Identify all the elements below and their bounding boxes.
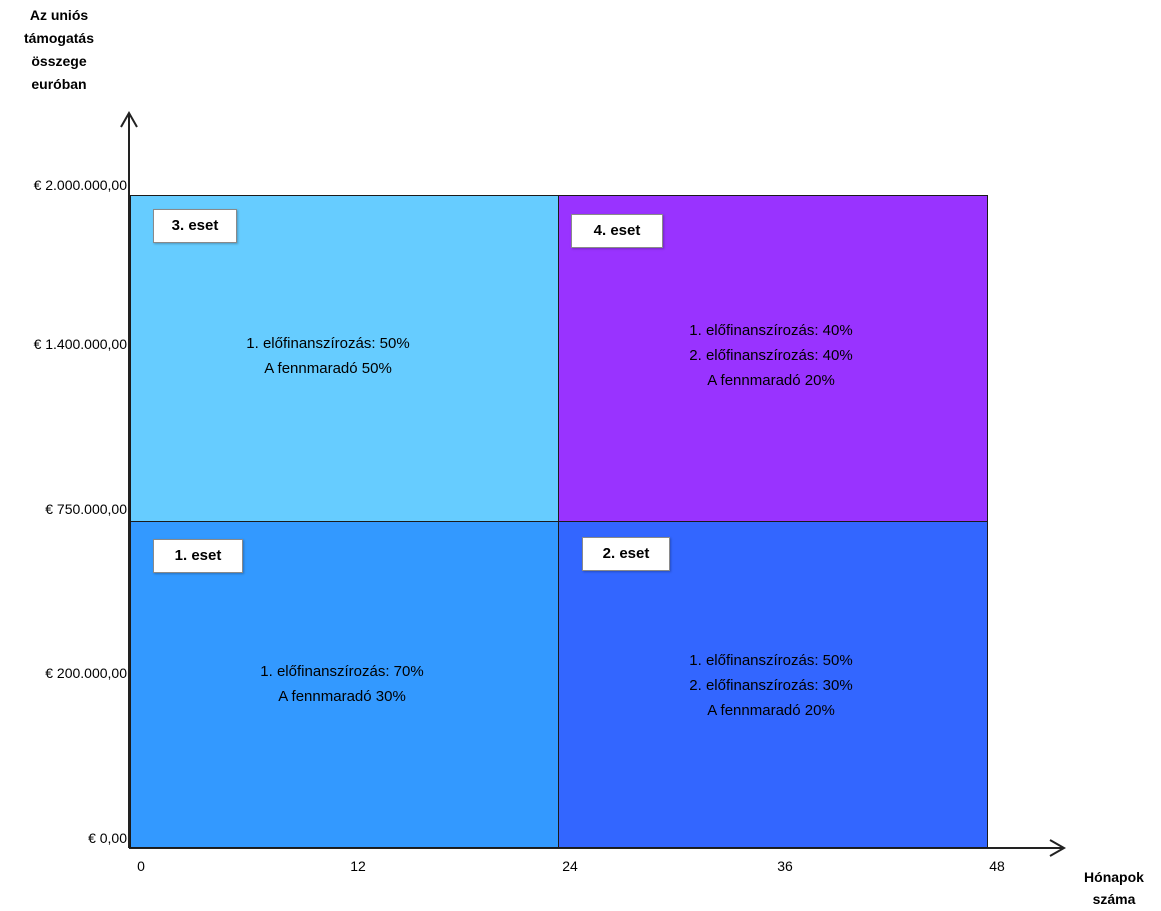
case-1-line: A fennmaradó 30% <box>278 688 406 705</box>
y-axis-title-line: euróban <box>31 76 87 92</box>
x-tick-label: 12 <box>350 858 366 874</box>
case-1-label: 1. eset <box>153 539 243 573</box>
case-4-line: 2. előfinanszírozás: 40% <box>689 347 853 364</box>
x-tick-label: 24 <box>562 858 578 874</box>
x-axis-title-line: száma <box>1092 891 1136 907</box>
case-3-line: A fennmaradó 50% <box>264 360 392 377</box>
case-2-line: 1. előfinanszírozás: 50% <box>689 652 853 669</box>
x-axis-title-line: Hónapok <box>1084 869 1144 885</box>
case-2-label: 2. eset <box>582 537 670 571</box>
y-axis-title-line: összege <box>31 53 87 69</box>
case-2-line: 2. előfinanszírozás: 30% <box>689 677 853 694</box>
y-tick-label: € 2.000.000,00 <box>33 177 127 193</box>
case-3-region <box>130 195 559 522</box>
x-tick-label: 36 <box>777 858 793 874</box>
case-4-description: 1. előfinanszírozás: 40% 2. előfinanszír… <box>689 318 852 393</box>
y-tick-label: € 750.000,00 <box>45 501 127 517</box>
x-axis-arrow <box>1049 839 1067 857</box>
case-4-line: A fennmaradó 20% <box>707 372 835 389</box>
case-2-description: 1. előfinanszírozás: 50% 2. előfinanszír… <box>689 648 852 723</box>
case-3-line: 1. előfinanszírozás: 50% <box>246 335 410 352</box>
case-3-description: 1. előfinanszírozás: 50% A fennmaradó 50… <box>246 331 409 381</box>
y-axis-arrow <box>120 110 138 128</box>
case-3-label: 3. eset <box>153 209 237 243</box>
x-tick-label: 0 <box>137 858 145 874</box>
case-1-description: 1. előfinanszírozás: 70% A fennmaradó 30… <box>260 659 423 709</box>
case-1-region <box>130 521 559 848</box>
case-4-region <box>558 195 988 522</box>
y-axis-title-line: támogatás <box>23 30 95 46</box>
y-axis-title-line: Az uniós <box>29 7 89 23</box>
case-4-line: 1. előfinanszírozás: 40% <box>689 322 853 339</box>
x-axis-title: Hónapok száma <box>1072 866 1156 910</box>
y-axis-title: Az uniós támogatás összege euróban <box>0 4 118 96</box>
case-2-region <box>558 521 988 848</box>
x-tick-label: 48 <box>989 858 1005 874</box>
y-tick-label: € 1.400.000,00 <box>33 336 127 352</box>
case-4-label: 4. eset <box>571 214 663 248</box>
case-1-line: 1. előfinanszírozás: 70% <box>260 663 424 680</box>
case-2-line: A fennmaradó 20% <box>707 702 835 719</box>
y-tick-label: € 200.000,00 <box>45 665 127 681</box>
y-tick-label: € 0,00 <box>88 830 127 846</box>
